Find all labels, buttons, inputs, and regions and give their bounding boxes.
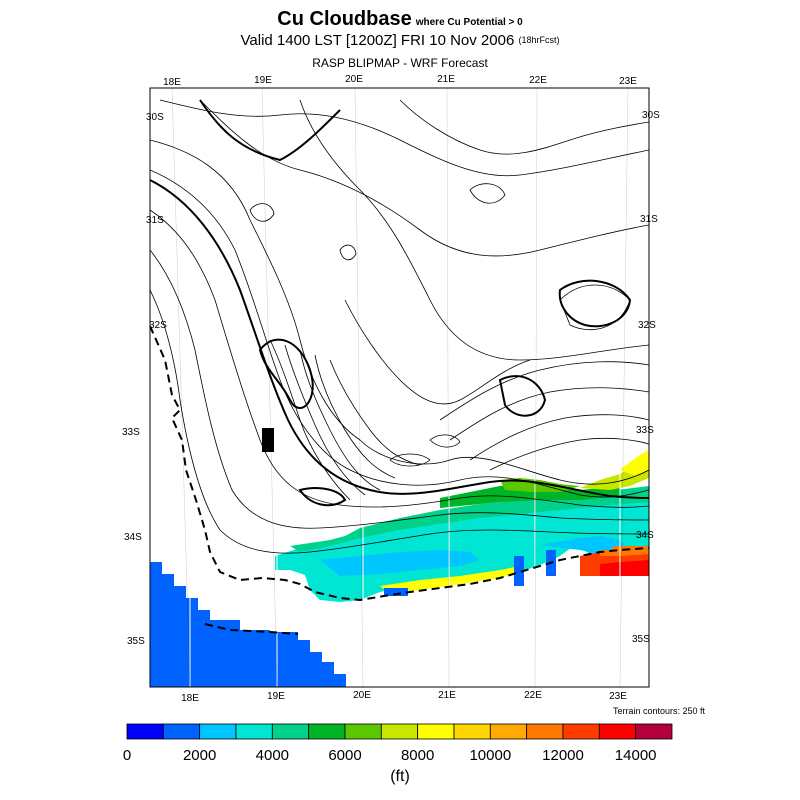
- lat-label-left: 33S: [122, 427, 140, 438]
- terrain-contours: [150, 99, 649, 554]
- forecast-hour: (18hrFcst): [518, 35, 560, 45]
- lon-label-top: 21E: [437, 74, 455, 85]
- colorbar-tick-label: 6000: [328, 747, 361, 764]
- colorbar-swatch: [344, 723, 382, 740]
- colorbar-tick-label: 14000: [615, 747, 657, 764]
- colorbar-tick-label: 8000: [401, 747, 434, 764]
- lat-label-right: 31S: [640, 214, 658, 225]
- terrain-contour-note: Terrain contours: 250 ft: [612, 706, 705, 716]
- lon-label-top: 23E: [619, 76, 637, 87]
- ocean-cloudbase-region: [150, 562, 346, 687]
- map-frame: [149, 87, 650, 688]
- lat-label-right: 30S: [642, 110, 660, 121]
- map-title: Cu Cloudbase where Cu Potential > 0: [0, 8, 800, 31]
- colorbar-swatch: [562, 723, 600, 740]
- lon-label-top: 20E: [345, 74, 363, 85]
- colorbar-swatch: [417, 723, 455, 740]
- colorbar-tick-label: 4000: [256, 747, 289, 764]
- coastline: [150, 325, 649, 635]
- lat-label-left: 34S: [124, 532, 142, 543]
- colorbar-units: (ft): [390, 768, 410, 785]
- lat-label-left: 31S: [146, 215, 164, 226]
- map-area: [150, 88, 649, 687]
- source-label: RASP BLIPMAP - WRF Forecast: [312, 56, 488, 70]
- lon-label-top: 19E: [254, 75, 272, 86]
- colorbar-swatch: [598, 723, 637, 740]
- lon-label-bottom: 20E: [353, 690, 371, 701]
- lat-label-right: 35S: [632, 634, 650, 645]
- valid-time: Valid 1400 LST [1200Z] FRI 10 Nov 2006 (…: [0, 32, 800, 49]
- lon-label-bottom: 19E: [267, 691, 285, 702]
- colorbar-swatch: [453, 723, 491, 740]
- colorbar-swatch: [380, 723, 419, 740]
- colorbar: 0 2000 4000 6000 8000 10000 12000 14000: [123, 723, 673, 764]
- lat-label-right: 33S: [636, 425, 654, 436]
- lat-label-right: 34S: [636, 530, 654, 541]
- graticule: [189, 88, 621, 687]
- colorbar-swatch: [489, 723, 528, 740]
- lon-label-top: 18E: [163, 77, 181, 88]
- title-main: Cu Cloudbase: [277, 8, 412, 30]
- valid-time-text: Valid 1400 LST [1200Z] FRI 10 Nov 2006: [240, 32, 515, 49]
- colorbar-swatch: [526, 723, 564, 740]
- lat-label-left: 32S: [149, 320, 167, 331]
- lat-label-right: 32S: [638, 320, 656, 331]
- colorbar-tick-label: 2000: [183, 747, 216, 764]
- colorbar-swatch: [308, 723, 346, 740]
- colorbar-swatch: [199, 723, 237, 740]
- colorbar-swatch: [162, 723, 201, 740]
- colorbar-swatch: [271, 723, 310, 740]
- lon-label-top: 22E: [529, 75, 547, 86]
- colorbar-tick-label: 0: [123, 747, 131, 764]
- colorbar-swatch: [235, 723, 273, 740]
- lat-label-left: 35S: [127, 636, 145, 647]
- colorbar-swatch: [635, 723, 673, 740]
- colorbar-tick-label: 10000: [469, 747, 511, 764]
- lon-label-bottom: 18E: [181, 693, 199, 704]
- lat-label-left: 30S: [146, 112, 164, 123]
- colorbar-swatch: [126, 723, 164, 740]
- colorbar-tick-label: 12000: [542, 747, 584, 764]
- title-condition: where Cu Potential > 0: [415, 17, 523, 28]
- lon-label-bottom: 23E: [609, 691, 627, 702]
- lon-label-bottom: 22E: [524, 690, 542, 701]
- lon-label-bottom: 21E: [438, 690, 456, 701]
